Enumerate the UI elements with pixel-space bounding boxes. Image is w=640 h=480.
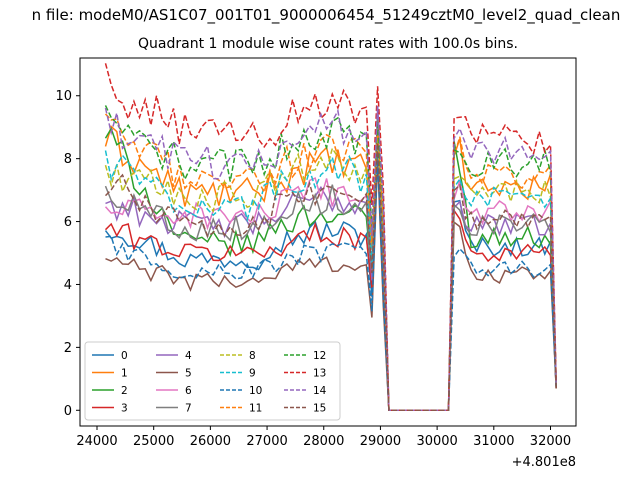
series-line-4	[105, 108, 557, 412]
series-line-2	[104, 126, 557, 412]
legend-label-0: 0	[121, 350, 128, 362]
legend-label-12: 12	[313, 350, 326, 362]
legend-label-1: 1	[121, 368, 128, 380]
y-tick-label: 4	[64, 278, 72, 293]
legend-label-6: 6	[185, 385, 192, 397]
legend-label-3: 3	[121, 403, 128, 415]
series-line-11	[104, 113, 557, 412]
y-tick-label: 2	[64, 341, 72, 356]
x-tick-label: 30000	[416, 434, 457, 449]
legend-label-14: 14	[313, 385, 327, 397]
x-tick-label: 25000	[133, 434, 174, 449]
y-axis: 0 2 4 6 8 10	[55, 89, 80, 419]
y-tick-label: 10	[55, 89, 72, 104]
x-tick-label: 27000	[246, 434, 287, 449]
legend-label-2: 2	[121, 385, 128, 397]
series-line-0	[104, 139, 557, 412]
series-line-15	[104, 142, 557, 412]
legend-label-8: 8	[249, 350, 256, 362]
legend-label-11: 11	[249, 403, 262, 415]
x-tick-label: 29000	[360, 434, 401, 449]
axes-frame	[79, 57, 577, 427]
series-line-6	[104, 133, 557, 412]
legend-label-13: 13	[313, 368, 326, 380]
x-tick-label: 26000	[190, 434, 231, 449]
y-tick-label: 6	[64, 215, 72, 230]
series-line-13	[104, 63, 557, 412]
x-axis: 24000 25000 26000 27000 28000 29000 30000 31000…	[76, 426, 571, 449]
legend-box	[84, 341, 341, 421]
series-line-8	[104, 133, 557, 412]
plot-lines	[104, 63, 557, 412]
legend-label-5: 5	[185, 368, 192, 380]
y-tick-label: 0	[64, 404, 72, 419]
y-tick-label: 8	[64, 152, 72, 167]
legend-label-10: 10	[249, 385, 262, 397]
x-axis-offset-label: +4.801e8	[512, 455, 576, 470]
series-line-5	[105, 158, 557, 412]
series-line-10	[105, 155, 557, 412]
x-tick-label: 24000	[76, 434, 117, 449]
chart-title: Quadrant 1 module wise count rates with …	[138, 36, 518, 52]
legend-label-7: 7	[185, 403, 192, 415]
x-tick-label: 31000	[473, 434, 514, 449]
legend-label-4: 4	[185, 350, 192, 362]
legend-label-9: 9	[249, 368, 256, 380]
series-line-3	[104, 152, 557, 412]
figure-suptitle: n file: modeM0/AS1C07_001T01_9000006454_…	[31, 6, 621, 24]
series-line-1	[104, 120, 557, 412]
x-tick-label: 32000	[530, 434, 571, 449]
legend-label-15: 15	[313, 403, 326, 415]
x-tick-label: 28000	[303, 434, 344, 449]
